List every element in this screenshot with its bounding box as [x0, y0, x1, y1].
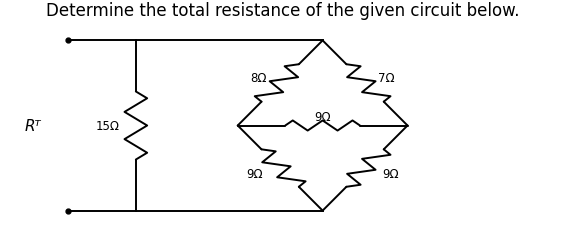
- Text: 9Ω: 9Ω: [382, 168, 399, 180]
- Text: 8Ω: 8Ω: [250, 71, 267, 84]
- Text: Determine the total resistance of the given circuit below.: Determine the total resistance of the gi…: [46, 2, 520, 20]
- Text: 7Ω: 7Ω: [378, 71, 395, 84]
- Text: Rᵀ: Rᵀ: [24, 118, 41, 134]
- Text: 9Ω: 9Ω: [246, 168, 263, 180]
- Text: 9Ω: 9Ω: [314, 111, 331, 124]
- Text: 15Ω: 15Ω: [96, 120, 119, 132]
